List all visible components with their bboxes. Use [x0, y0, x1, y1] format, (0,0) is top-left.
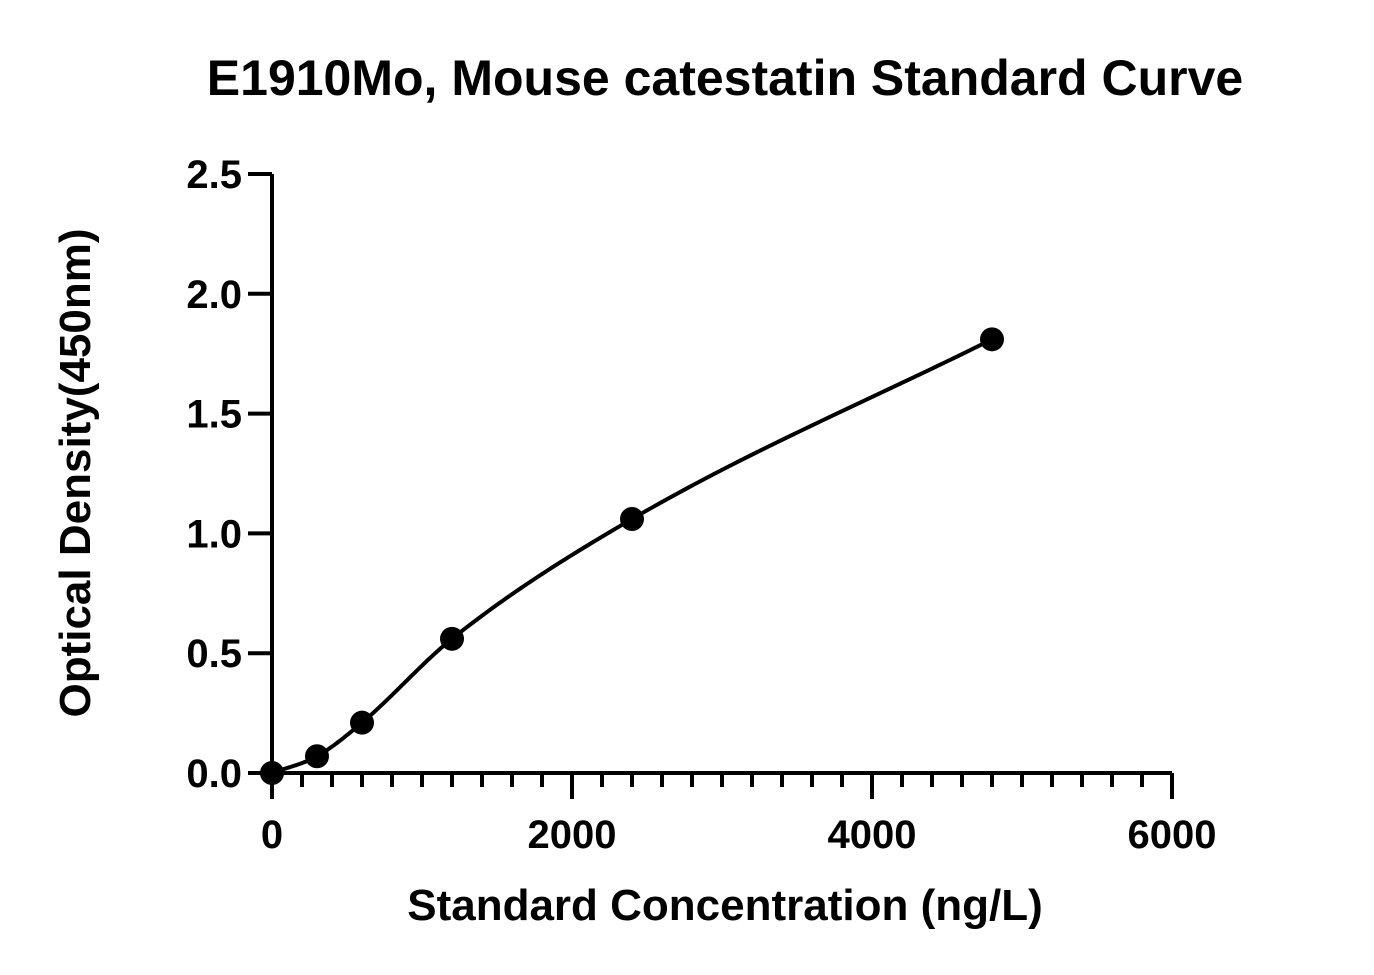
y-tick-label: 0.0	[186, 752, 242, 796]
y-axis-label: Optical Density(450nm)	[51, 228, 100, 717]
x-axis-label: Standard Concentration (ng/L)	[407, 881, 1043, 930]
x-axis-ticks: 0 2000 4000 6000	[261, 773, 1217, 857]
y-tick-label: 1.5	[186, 393, 242, 437]
x-tick-label: 0	[261, 813, 283, 857]
chart-title: E1910Mo, Mouse catestatin Standard Curve	[207, 50, 1243, 106]
x-tick-label: 4000	[828, 813, 917, 857]
data-point	[350, 710, 374, 735]
data-point	[980, 327, 1004, 352]
y-tick-label: 0.5	[186, 632, 242, 676]
data-points	[260, 327, 1004, 785]
fit-curve	[271, 337, 993, 775]
axes	[270, 174, 1172, 775]
x-tick-label: 2000	[528, 813, 617, 857]
y-axis-ticks: 0.0 0.5 1.0 1.5 2.0 2.5	[186, 153, 272, 796]
y-tick-label: 1.0	[186, 512, 242, 556]
y-tick-label: 2.5	[186, 153, 242, 197]
data-point	[260, 761, 284, 785]
x-tick-label: 6000	[1128, 813, 1217, 857]
y-tick-label: 2.0	[186, 273, 242, 317]
data-point	[305, 744, 329, 769]
data-point	[620, 507, 644, 532]
data-point	[440, 626, 464, 651]
